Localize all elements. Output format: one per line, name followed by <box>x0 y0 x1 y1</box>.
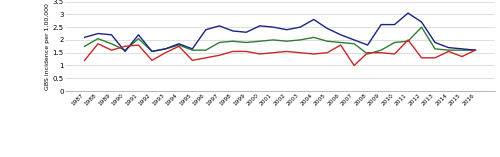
Males <box>257 25 263 27</box>
Total <box>82 45 87 47</box>
Total <box>351 43 357 45</box>
Total <box>216 42 222 43</box>
Males <box>378 24 384 26</box>
Males <box>392 24 398 26</box>
Males <box>122 51 128 52</box>
Females <box>95 43 101 45</box>
Females <box>257 53 263 55</box>
Total <box>149 51 155 52</box>
Females <box>108 49 114 51</box>
Females <box>405 39 411 41</box>
Total <box>446 49 452 51</box>
Total <box>257 40 263 42</box>
Total <box>297 39 303 41</box>
Females <box>244 51 250 52</box>
Females <box>418 57 424 59</box>
Males <box>230 30 236 32</box>
Total <box>284 40 290 42</box>
Females <box>432 57 438 59</box>
Total <box>108 43 114 45</box>
Females <box>338 44 344 46</box>
Males <box>162 48 168 50</box>
Females <box>472 49 478 51</box>
Males <box>95 33 101 35</box>
Total <box>136 38 141 40</box>
Males <box>432 42 438 43</box>
Total <box>176 44 182 46</box>
Line: Females: Females <box>84 40 475 65</box>
Females <box>310 53 316 55</box>
Total <box>324 40 330 42</box>
Total <box>472 49 478 51</box>
Females <box>149 60 155 61</box>
Females <box>122 45 128 47</box>
Males <box>472 49 478 51</box>
Total <box>418 26 424 28</box>
Males <box>284 29 290 31</box>
Females <box>284 51 290 52</box>
Males <box>244 31 250 33</box>
Males <box>176 43 182 45</box>
Total <box>270 39 276 41</box>
Females <box>230 51 236 52</box>
Females <box>82 60 87 61</box>
Total <box>392 42 398 43</box>
Females <box>190 60 196 61</box>
Females <box>351 65 357 66</box>
Females <box>459 56 465 57</box>
Females <box>378 52 384 54</box>
Males <box>324 27 330 29</box>
Males <box>136 34 141 36</box>
Females <box>270 52 276 54</box>
Females <box>203 57 209 59</box>
Total <box>310 36 316 38</box>
Total <box>244 42 250 43</box>
Males <box>190 48 196 50</box>
Males <box>418 21 424 23</box>
Males <box>459 48 465 50</box>
Females <box>324 52 330 54</box>
Females <box>364 52 370 54</box>
Females <box>162 52 168 54</box>
Y-axis label: GBS incidence per 1,00,000: GBS incidence per 1,00,000 <box>44 3 50 90</box>
Total <box>230 40 236 42</box>
Total <box>378 49 384 51</box>
Total <box>203 49 209 51</box>
Females <box>176 45 182 47</box>
Males <box>446 47 452 49</box>
Total <box>95 38 101 40</box>
Line: Males: Males <box>84 13 475 51</box>
Males <box>338 34 344 36</box>
Total <box>432 48 438 50</box>
Males <box>297 26 303 28</box>
Males <box>364 44 370 46</box>
Total <box>162 48 168 50</box>
Total <box>459 49 465 51</box>
Total <box>364 53 370 55</box>
Males <box>310 19 316 20</box>
Females <box>446 51 452 52</box>
Females <box>297 52 303 54</box>
Males <box>149 51 155 52</box>
Line: Total: Total <box>84 27 475 54</box>
Total <box>190 49 196 51</box>
Females <box>392 53 398 55</box>
Females <box>136 44 141 46</box>
Males <box>216 25 222 27</box>
Males <box>351 39 357 41</box>
Males <box>203 29 209 31</box>
Females <box>216 54 222 56</box>
Males <box>82 36 87 38</box>
Total <box>405 40 411 42</box>
Total <box>338 42 344 43</box>
Males <box>108 34 114 36</box>
Males <box>270 26 276 28</box>
Males <box>405 12 411 14</box>
Total <box>122 49 128 51</box>
